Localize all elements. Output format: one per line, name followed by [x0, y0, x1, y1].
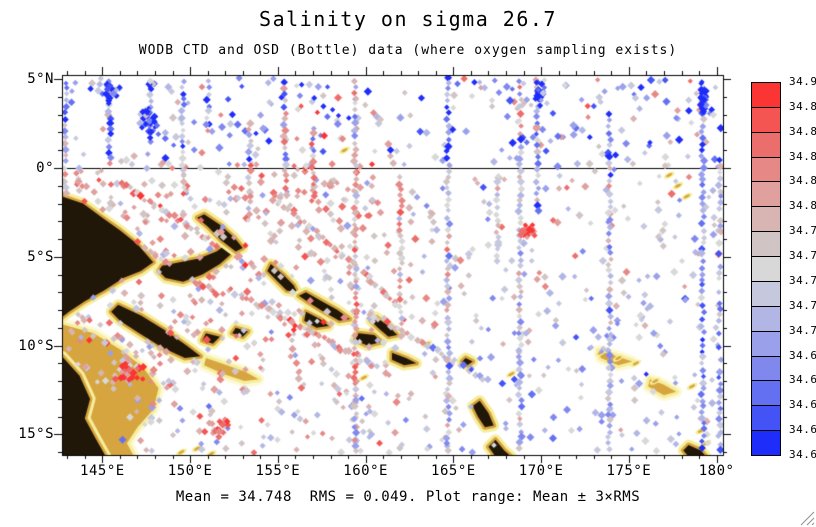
x-axis-tick-label: 150°E — [167, 463, 213, 479]
resize-grip-icon[interactable] — [799, 510, 815, 526]
colorbar-segment — [751, 231, 781, 258]
colorbar-segment — [751, 131, 781, 158]
colorbar-tick-label: 34.78 — [789, 224, 816, 238]
colorbar-segment — [751, 280, 781, 307]
x-axis-tick-label: 170°E — [518, 463, 564, 479]
colorbar-tick-label: 34.8 — [789, 199, 816, 213]
x-axis-tick-label: 165°E — [431, 463, 476, 479]
colorbar-segment — [751, 330, 781, 357]
colorbar-segment — [751, 305, 781, 332]
y-axis-tick-label: 5°S — [27, 248, 54, 265]
colorbar-tick-label: 34.6 — [789, 448, 816, 461]
x-axis-tick-label: 180° — [698, 463, 735, 479]
x-axis-tick-label: 155°E — [255, 463, 301, 479]
colorbar-tick-label: 34.62 — [789, 423, 816, 437]
y-axis-tick-label: 5°N — [27, 71, 54, 88]
colorbar-segment — [751, 181, 781, 208]
colorbar-tick-label: 34.7 — [789, 323, 816, 337]
colorbar-tick-label: 34.86 — [789, 124, 816, 138]
colorbar-segment — [751, 82, 781, 108]
y-axis-tick-label: 15°S — [18, 426, 54, 443]
colorbar-tick-label: 34.64 — [789, 398, 816, 412]
colorbar-segment — [751, 106, 781, 133]
colorbar-segment — [751, 156, 781, 183]
x-axis-tick-label: 175°E — [606, 463, 652, 479]
y-axis-tick-label: 10°S — [18, 337, 54, 354]
x-axis-tick-label: 145°E — [80, 463, 125, 479]
colorbar-segment — [751, 405, 781, 432]
colorbar-tick-label: 34.66 — [789, 373, 816, 387]
colorbar-tick-label: 34.84 — [789, 149, 816, 163]
colorbar-tick-label: 34.82 — [789, 174, 816, 188]
plot-title: Salinity on sigma 26.7 — [259, 7, 557, 31]
colorbar-tick-label: 34.9 — [789, 75, 816, 88]
colorbar-tick-label: 34.68 — [789, 348, 816, 362]
colorbar-tick-label: 34.88 — [789, 99, 816, 113]
colorbar-segment — [751, 256, 781, 282]
colorbar-tick-label: 34.74 — [789, 273, 816, 287]
stats-caption: Mean = 34.748 RMS = 0.049. Plot range: M… — [175, 489, 641, 505]
y-axis-tick-label: 0° — [36, 160, 54, 176]
colorbar-segment — [751, 206, 781, 233]
colorbar-segment — [751, 430, 781, 456]
plot-subtitle: WODB CTD and OSD (Bottle) data (where ox… — [138, 43, 678, 58]
colorbar-tick-label: 34.76 — [789, 249, 816, 263]
colorbar-tick-label: 34.72 — [789, 298, 816, 312]
colorbar-segment — [751, 380, 781, 407]
x-axis-tick-label: 160°E — [343, 463, 388, 479]
colorbar-segment — [751, 355, 781, 382]
